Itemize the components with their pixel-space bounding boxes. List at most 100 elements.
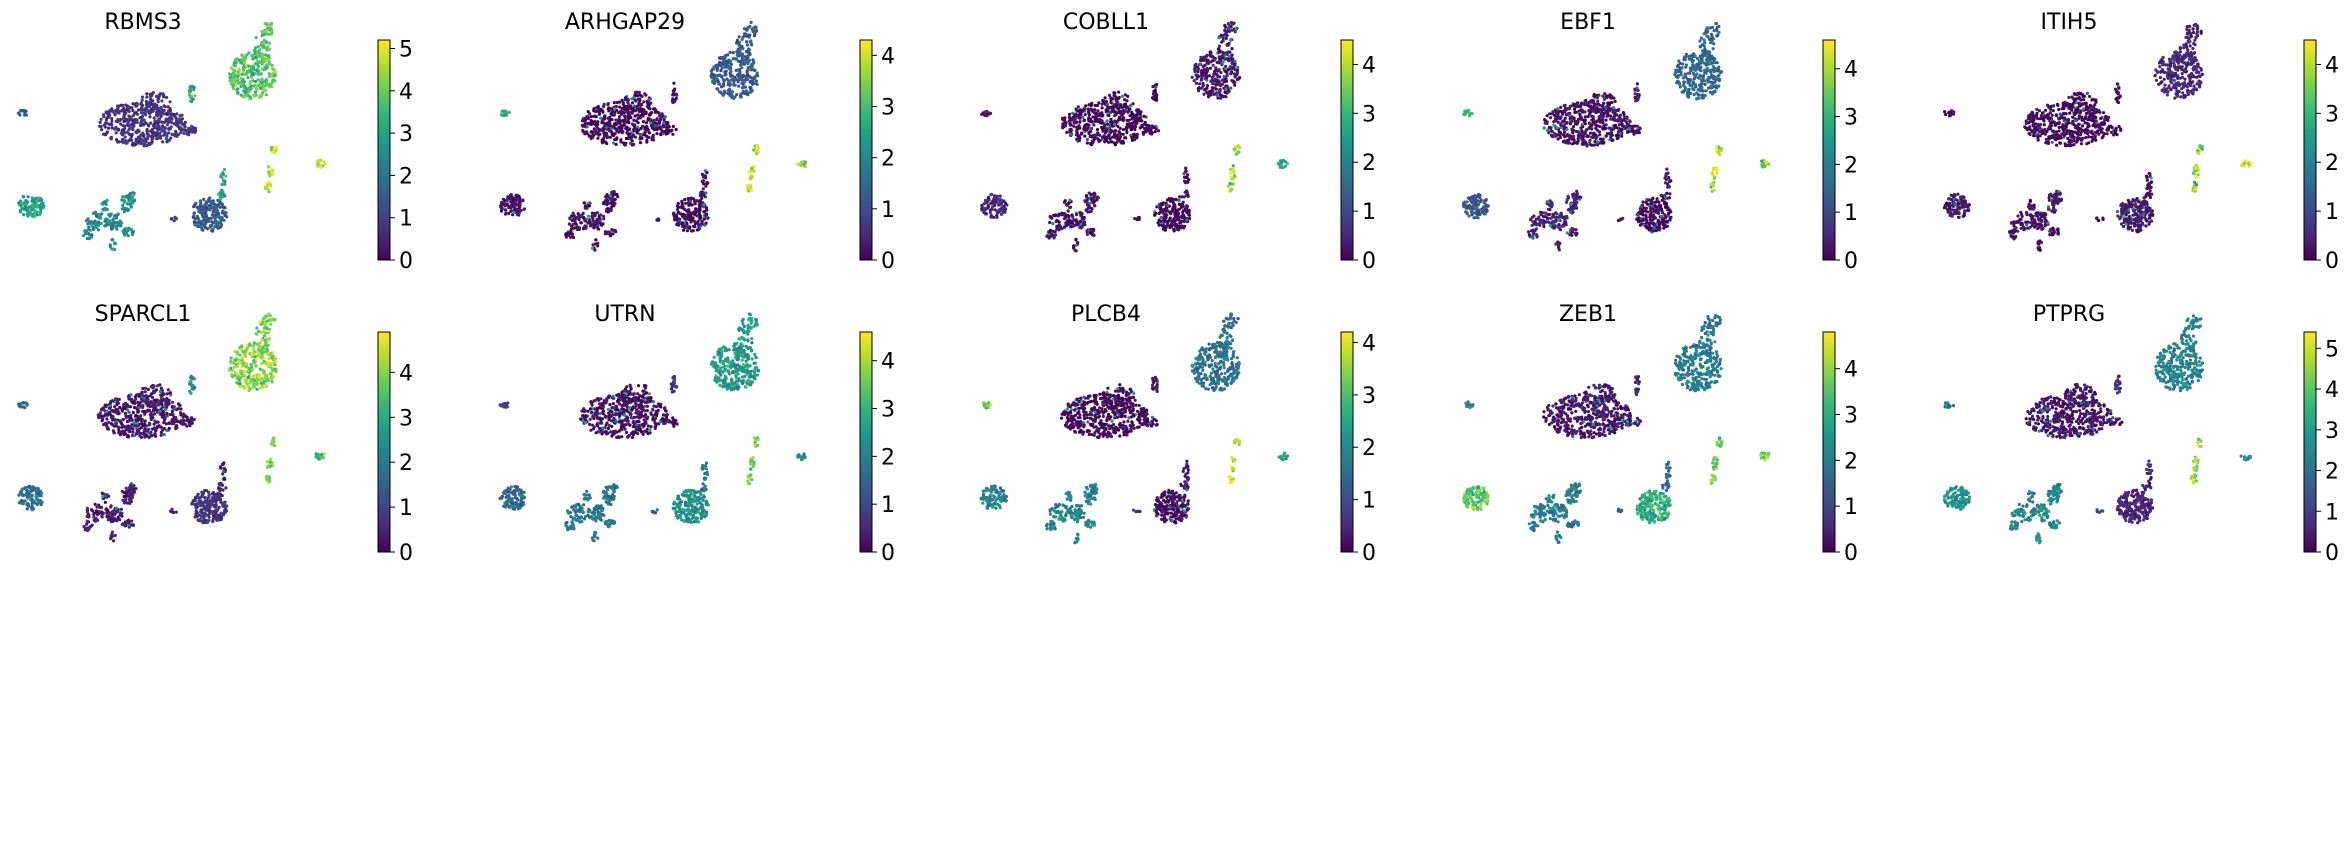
cell-point [1122,118,1126,122]
cell-point [709,69,713,73]
cell-point [1631,130,1635,134]
cell-point [592,213,597,218]
cell-point [23,110,27,114]
cell-point [1118,132,1122,136]
cell-point [1580,108,1584,112]
colorbar-tick-label: 2 [1362,151,1376,176]
cell-point [1231,66,1235,70]
cell-point [739,66,743,70]
cell-point [263,58,267,62]
cell-point [267,72,271,76]
cell-point [1558,117,1562,121]
cell-point [1067,112,1072,116]
cell-point [735,68,739,72]
cell-point [634,119,638,123]
cluster-left-lower [980,192,1009,219]
cell-point [169,136,173,140]
cell-point [1228,57,1232,61]
cell-point [618,119,622,123]
cell-point [1174,222,1178,227]
cell-point [20,202,24,206]
cell-point [583,204,587,208]
cell-point [1126,110,1130,114]
cell-point [1636,129,1640,133]
cell-point [87,231,91,236]
cell-point [985,200,989,204]
cell-point [120,207,124,211]
cell-point [749,170,753,174]
cell-point [1233,145,1238,149]
cell-point [648,118,652,122]
cell-point [640,111,644,115]
cell-point [1203,63,1207,67]
cell-point [1701,96,1705,100]
cell-point [1276,161,1280,165]
cell-point [1136,110,1140,114]
cell-point [150,99,154,103]
cell-point [213,216,217,220]
cell-point [1192,79,1196,83]
cell-point [1578,104,1582,108]
cell-point [998,194,1002,198]
cell-point [716,82,720,86]
cell-point [104,121,109,125]
cell-point [1184,166,1188,170]
cell-point [716,63,720,67]
cell-point [176,123,180,128]
cell-point [1587,140,1591,144]
cell-point [1093,115,1097,119]
cell-point [1573,105,1577,109]
cell-point [595,217,599,221]
cell-point [120,109,124,113]
cell-point [635,94,639,98]
cell-point [608,118,612,122]
cell-point [1083,223,1087,227]
cell-point [704,206,708,210]
cell-point [734,57,738,61]
cell-point [674,222,678,227]
cell-point [616,110,620,115]
cell-point [1097,113,1101,117]
cell-point [735,40,739,44]
cell-point [1604,123,1608,127]
cell-point [231,83,235,87]
cell-point [256,45,260,49]
cluster-lower-round [191,196,229,233]
cell-point [1215,72,1219,76]
cell-point [132,193,136,197]
cell-point [1107,133,1111,137]
cell-point [1600,107,1604,112]
cluster-small-center [1150,82,1159,102]
cell-point [1594,120,1598,124]
cell-point [153,121,157,125]
cell-point [1076,126,1080,130]
cell-point [267,171,271,175]
cell-point [193,223,197,227]
cell-point [177,117,182,121]
cell-point [1080,132,1084,136]
cell-point [108,243,112,247]
cell-point [612,101,616,105]
cell-point [249,70,253,74]
cell-point [245,72,249,76]
cell-point [126,124,131,128]
cell-point [1002,204,1006,208]
cell-point [167,126,171,131]
cell-point [1612,113,1616,118]
cell-point [733,77,738,82]
cell-point [123,199,127,204]
cell-point [262,41,266,45]
cell-point [38,211,43,215]
cell-point [142,118,146,122]
cell-point [116,221,120,225]
cell-point [608,135,612,139]
cell-point [95,225,99,229]
cell-point [240,53,244,57]
cell-point [631,142,635,146]
cell-point [115,138,119,142]
cell-point [1591,115,1595,119]
cell-point [1233,59,1237,64]
cell-point [593,129,597,133]
cell-point [1208,50,1212,54]
cell-point [1546,131,1550,135]
